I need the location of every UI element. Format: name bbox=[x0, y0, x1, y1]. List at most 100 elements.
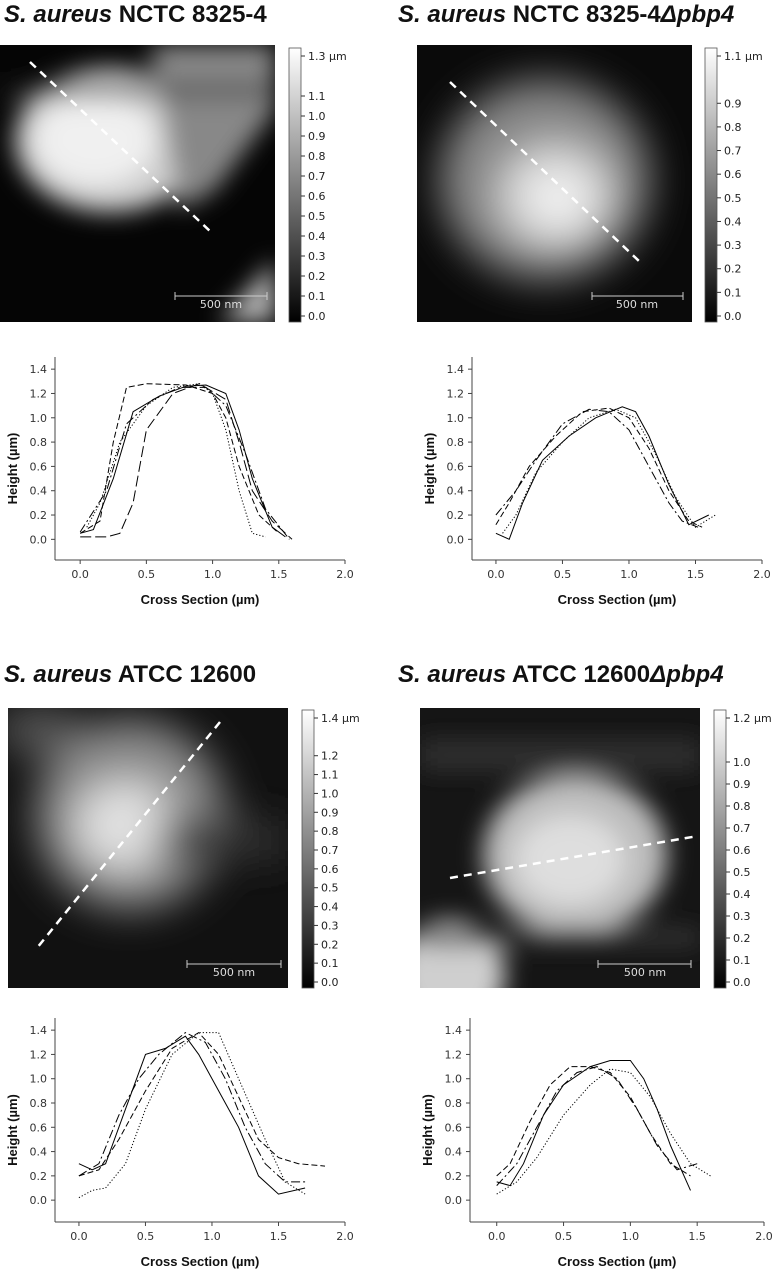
colorbar-tick-label: 0.4 bbox=[724, 215, 742, 228]
y-tick-label: 0.2 bbox=[30, 1170, 48, 1183]
y-tick-label: 0.8 bbox=[30, 436, 48, 449]
x-tick-label: 1.0 bbox=[204, 568, 222, 581]
colorbar-tick-label: 0.6 bbox=[724, 168, 742, 181]
colorbar-tick-label: 0.2 bbox=[733, 932, 751, 945]
title-part: S. aureus bbox=[4, 661, 112, 688]
x-axis-label: Cross Section (µm) bbox=[141, 1254, 260, 1269]
profile-line bbox=[495, 408, 699, 528]
y-tick-label: 0.4 bbox=[30, 1146, 48, 1159]
x-tick-label: 1.0 bbox=[203, 1230, 221, 1243]
y-tick-label: 0.8 bbox=[447, 436, 465, 449]
colorbar-tick-label: 1.1 µm bbox=[724, 50, 763, 63]
profile-line bbox=[79, 383, 280, 534]
colorbar-tick-label: 0.8 bbox=[321, 825, 339, 838]
colorbar-tick-label: 1.0 bbox=[321, 787, 339, 800]
title-part: S. aureus bbox=[398, 1, 506, 28]
colorbar-tick-label: 0.9 bbox=[733, 778, 751, 791]
y-axis-label: Height (µm) bbox=[422, 433, 437, 505]
x-axis-label: Cross Section (µm) bbox=[558, 1254, 677, 1269]
x-tick-label: 1.5 bbox=[688, 1230, 706, 1243]
colorbar-tick-label: 0.7 bbox=[321, 844, 339, 857]
y-axis-label: Height (µm) bbox=[420, 1094, 435, 1166]
colorbar-tick-label: 1.2 bbox=[321, 750, 339, 763]
colorbar-tick-label: 1.1 bbox=[308, 90, 326, 103]
afm-image bbox=[8, 708, 288, 988]
colorbar-tick-label: 0.8 bbox=[724, 121, 742, 134]
x-tick-label: 1.0 bbox=[622, 1230, 640, 1243]
y-tick-label: 1.0 bbox=[30, 1073, 48, 1086]
y-tick-label: 0.2 bbox=[30, 509, 48, 522]
x-axis-label: Cross Section (µm) bbox=[558, 592, 677, 607]
colorbar-tick-label: 0.1 bbox=[321, 957, 339, 970]
y-axis-label: Height (µm) bbox=[5, 433, 20, 505]
colorbar-tick-label: 1.2 µm bbox=[733, 712, 772, 725]
title-part: S. aureus bbox=[4, 1, 112, 28]
profile-line bbox=[78, 1032, 306, 1199]
title-part: NCTC 8325-4 bbox=[112, 1, 267, 28]
afm-image bbox=[417, 45, 692, 322]
x-tick-label: 2.0 bbox=[753, 568, 771, 581]
colorbar bbox=[713, 709, 727, 989]
colorbar-tick-label: 0.4 bbox=[308, 230, 326, 243]
y-tick-label: 0.8 bbox=[30, 1097, 48, 1110]
colorbar-tick-label: 0.9 bbox=[321, 806, 339, 819]
scale-bar-label: 500 nm bbox=[200, 298, 242, 311]
y-tick-label: 0.6 bbox=[30, 1121, 48, 1134]
panel-title: S. aureus NCTC 8325-4Δpbp4 bbox=[398, 1, 734, 28]
y-tick-label: 0.6 bbox=[30, 460, 48, 473]
y-tick-label: 1.4 bbox=[30, 363, 48, 376]
x-tick-label: 2.0 bbox=[336, 1230, 354, 1243]
panel-title: S. aureus NCTC 8325-4 bbox=[4, 1, 267, 28]
colorbar-tick-label: 0.2 bbox=[321, 938, 339, 951]
colorbar-tick-label: 0.0 bbox=[724, 310, 742, 323]
x-tick-label: 0.5 bbox=[137, 1230, 155, 1243]
afm-image bbox=[420, 708, 700, 988]
y-tick-label: 0.4 bbox=[30, 485, 48, 498]
colorbar-tick-label: 0.1 bbox=[733, 954, 751, 967]
colorbar-tick-label: 0.9 bbox=[308, 130, 326, 143]
colorbar-tick-label: 0.3 bbox=[308, 250, 326, 263]
x-tick-label: 1.5 bbox=[270, 1230, 288, 1243]
x-tick-label: 0.0 bbox=[70, 1230, 88, 1243]
colorbar-tick-label: 0.4 bbox=[733, 888, 751, 901]
colorbar-tick-label: 0.0 bbox=[733, 976, 751, 989]
colorbar-tick-label: 0.8 bbox=[733, 800, 751, 813]
profile-line bbox=[78, 1032, 306, 1183]
scale-bar-label: 500 nm bbox=[213, 966, 255, 979]
scale-bar-label: 500 nm bbox=[624, 966, 666, 979]
title-part: Δpbp4 bbox=[649, 661, 723, 688]
y-tick-label: 0.0 bbox=[30, 533, 48, 546]
x-tick-label: 2.0 bbox=[755, 1230, 773, 1243]
y-tick-label: 1.2 bbox=[30, 1048, 48, 1061]
profile-line bbox=[86, 383, 266, 538]
colorbar-tick-label: 0.5 bbox=[308, 210, 326, 223]
y-tick-label: 1.4 bbox=[30, 1024, 48, 1037]
panel-title: S. aureus ATCC 12600Δpbp4 bbox=[398, 661, 724, 688]
colorbar-tick-label: 0.3 bbox=[321, 919, 339, 932]
scale-bar-label: 500 nm bbox=[616, 298, 658, 311]
x-tick-label: 0.5 bbox=[554, 568, 572, 581]
colorbar-tick-label: 1.4 µm bbox=[321, 712, 360, 725]
x-tick-label: 0.0 bbox=[488, 1230, 506, 1243]
y-tick-label: 0.2 bbox=[447, 509, 465, 522]
y-tick-label: 0.6 bbox=[447, 460, 465, 473]
y-tick-label: 0.2 bbox=[445, 1170, 463, 1183]
x-tick-label: 1.5 bbox=[687, 568, 705, 581]
x-tick-label: 1.5 bbox=[270, 568, 288, 581]
colorbar-tick-label: 0.6 bbox=[308, 190, 326, 203]
profile-line bbox=[496, 1068, 711, 1195]
colorbar-tick-label: 0.6 bbox=[321, 863, 339, 876]
x-tick-label: 1.0 bbox=[620, 568, 638, 581]
colorbar-tick-label: 0.8 bbox=[308, 150, 326, 163]
y-tick-label: 0.8 bbox=[445, 1097, 463, 1110]
title-part: ATCC 12600 bbox=[112, 661, 256, 688]
y-tick-label: 0.0 bbox=[30, 1194, 48, 1207]
profile-line bbox=[78, 1031, 326, 1177]
profile-line bbox=[80, 383, 293, 540]
x-axis-label: Cross Section (µm) bbox=[141, 592, 260, 607]
y-tick-label: 0.4 bbox=[447, 485, 465, 498]
y-tick-label: 1.2 bbox=[445, 1048, 463, 1061]
colorbar-tick-label: 0.5 bbox=[733, 866, 751, 879]
panel-title: S. aureus ATCC 12600 bbox=[4, 661, 256, 688]
